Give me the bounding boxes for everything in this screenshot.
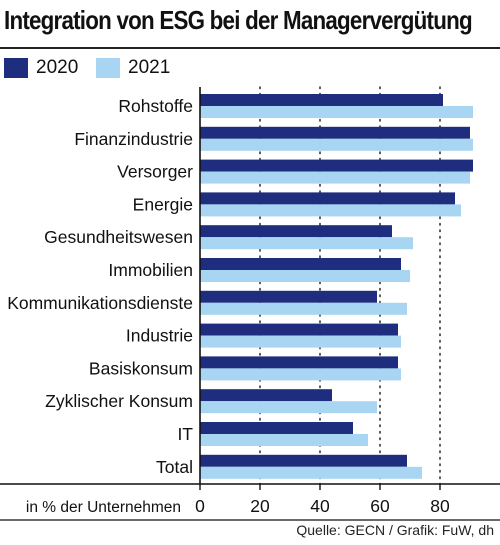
x-tick-label-20: 20 — [250, 496, 270, 516]
bar-2020-9 — [200, 389, 332, 402]
category-label-10: IT — [177, 424, 193, 444]
bar-2020-4 — [200, 225, 392, 238]
bar-2020-3 — [200, 192, 455, 205]
category-label-4: Gesundheitswesen — [44, 227, 193, 247]
legend-item-2020: 2020 — [4, 56, 78, 80]
bar-2020-8 — [200, 356, 398, 369]
bar-2021-4 — [200, 237, 413, 250]
category-label-3: Energie — [133, 194, 193, 214]
bar-2020-6 — [200, 290, 377, 303]
bar-2021-3 — [200, 204, 461, 217]
bar-2020-1 — [200, 126, 470, 139]
bar-2021-11 — [200, 466, 422, 479]
legend-swatch-2021 — [96, 58, 120, 78]
bar-2020-11 — [200, 454, 407, 467]
category-label-6: Kommunikationsdienste — [7, 293, 193, 313]
bar-2021-2 — [200, 171, 470, 184]
bar-2021-5 — [200, 270, 410, 282]
legend-divider — [0, 47, 500, 49]
bar-2020-2 — [200, 159, 473, 172]
category-label-7: Industrie — [126, 326, 193, 346]
x-tick-label-0: 0 — [195, 496, 205, 516]
x-tick-label-40: 40 — [310, 496, 330, 516]
bar-2020-10 — [200, 422, 353, 434]
bar-2020-7 — [200, 323, 398, 336]
source-note: Quelle: GECN / Grafik: FuW, dh — [296, 522, 494, 538]
legend-item-2021: 2021 — [96, 56, 170, 80]
category-label-8: Basiskonsum — [89, 358, 193, 378]
legend-swatch-2020 — [4, 58, 28, 78]
bar-2021-1 — [200, 138, 473, 151]
category-label-1: Finanzindustrie — [74, 129, 193, 149]
category-label-2: Versorger — [117, 162, 193, 182]
bar-2021-6 — [200, 302, 407, 315]
chart-title: Integration von ESG bei der Managervergü… — [4, 5, 473, 35]
category-label-9: Zyklischer Konsum — [45, 391, 193, 411]
legend-label-2021: 2021 — [128, 57, 171, 78]
category-label-11: Total — [156, 457, 193, 477]
bar-2020-5 — [200, 258, 401, 270]
x-tick-label-80: 80 — [430, 496, 450, 516]
bar-2020-0 — [200, 94, 443, 106]
bar-2021-9 — [200, 401, 377, 414]
bar-2021-8 — [200, 368, 401, 381]
bar-2021-10 — [200, 434, 368, 446]
category-label-0: Rohstoffe — [118, 96, 193, 116]
legend-label-2020: 2020 — [36, 57, 79, 78]
bar-2021-7 — [200, 335, 401, 348]
x-axis-label: in % der Unternehmen — [26, 499, 181, 516]
category-label-5: Immobilien — [108, 260, 193, 280]
bar-2021-0 — [200, 106, 473, 118]
x-tick-label-60: 60 — [370, 496, 390, 516]
plot-area — [200, 87, 496, 484]
